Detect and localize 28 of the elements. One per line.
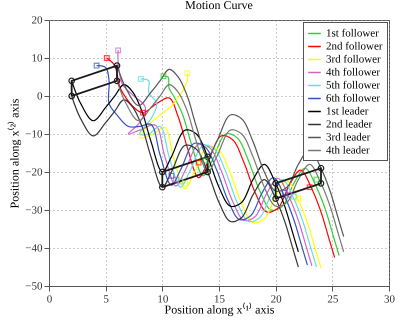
x-tick-label: 30 [384, 294, 396, 306]
x-tick-label: 10 [157, 294, 169, 306]
x-axis-title: Position along x⁽¹⁾ axis [164, 302, 275, 316]
legend-label: 2nd follower [326, 40, 383, 52]
y-tick-label: −20 [25, 166, 43, 178]
y-axis-title: Position along x⁽²⁾ axis [7, 98, 22, 208]
x-tick-label: 25 [327, 294, 339, 306]
legend-label: 2nd leader [326, 118, 372, 130]
legend-label: 3rd follower [326, 54, 382, 66]
legend-label: 1st leader [326, 106, 369, 118]
y-tick-label: 20 [32, 14, 43, 26]
x-tick-label: 15 [214, 294, 226, 306]
legend-label: 1st follower [326, 28, 380, 40]
y-tick-label: −10 [25, 128, 43, 140]
y-tick-label: 0 [37, 90, 43, 102]
y-tick-label: −30 [25, 204, 43, 216]
y-tick-label: −40 [25, 242, 43, 254]
legend-label: 6th follower [326, 92, 380, 104]
legend-label: 4th follower [326, 66, 380, 78]
y-tick-label: −50 [25, 280, 43, 292]
x-tick-label: 5 [103, 294, 110, 306]
x-tick-label: 0 [46, 294, 53, 306]
legend-label: 5th follower [326, 80, 380, 92]
chart-title: Motion Curve [185, 0, 253, 12]
legend-label: 4th leader [326, 144, 370, 156]
legend-label: 3rd leader [326, 132, 371, 144]
y-tick-label: 10 [32, 52, 43, 64]
x-tick-label: 20 [270, 294, 282, 306]
